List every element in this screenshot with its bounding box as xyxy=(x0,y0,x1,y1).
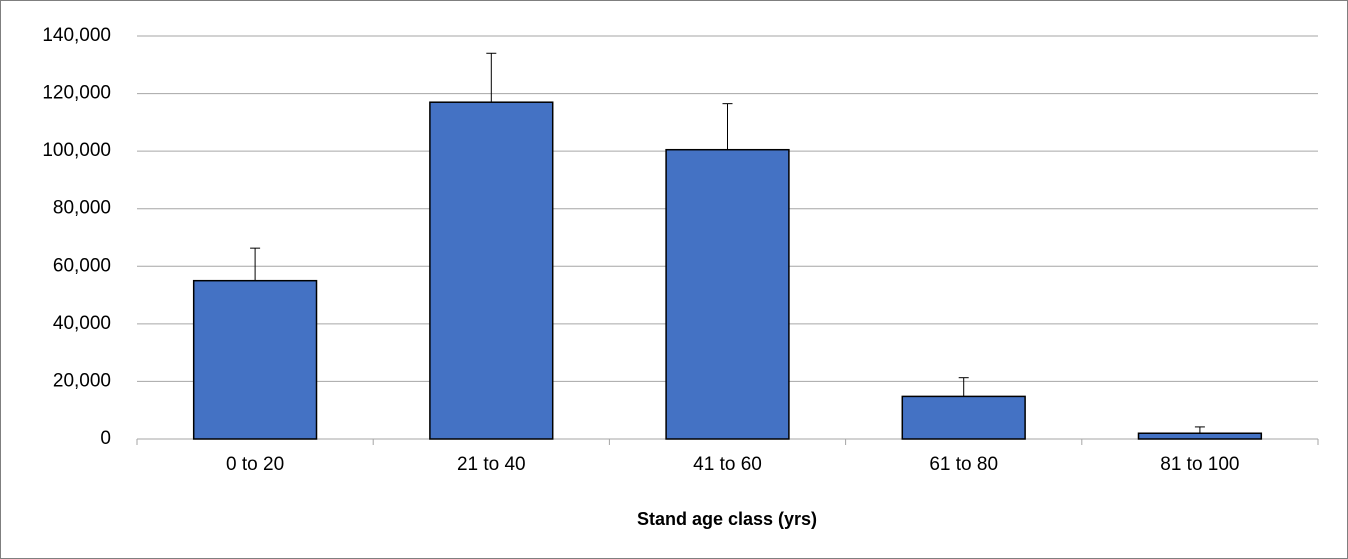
bar xyxy=(901,395,1026,440)
error-bar xyxy=(958,377,969,397)
y-tick-label: 80,000 xyxy=(53,198,111,219)
y-tick-label: 140,000 xyxy=(42,25,111,46)
x-tick-label: 41 to 60 xyxy=(693,454,762,475)
y-tick-label: 0 xyxy=(100,428,111,449)
y-tick-label: 40,000 xyxy=(53,313,111,334)
y-tick-label: 60,000 xyxy=(53,255,111,276)
bar xyxy=(1137,432,1263,440)
error-bar xyxy=(722,103,733,150)
y-tick-label: 120,000 xyxy=(42,83,111,104)
bar xyxy=(665,148,790,440)
y-tick-label: 20,000 xyxy=(53,370,111,391)
bar xyxy=(192,279,318,440)
bar xyxy=(429,101,554,440)
x-tick-label: 21 to 40 xyxy=(457,454,526,475)
error-bar xyxy=(486,52,497,103)
x-axis-title: Stand age class (yrs) xyxy=(637,509,817,529)
error-bar xyxy=(1194,426,1205,434)
x-tick-label: 0 to 20 xyxy=(226,454,284,475)
x-tick-label: 61 to 80 xyxy=(929,454,998,475)
error-bar xyxy=(250,247,261,281)
y-tick-label: 100,000 xyxy=(42,140,111,161)
x-tick-label: 81 to 100 xyxy=(1160,454,1239,475)
